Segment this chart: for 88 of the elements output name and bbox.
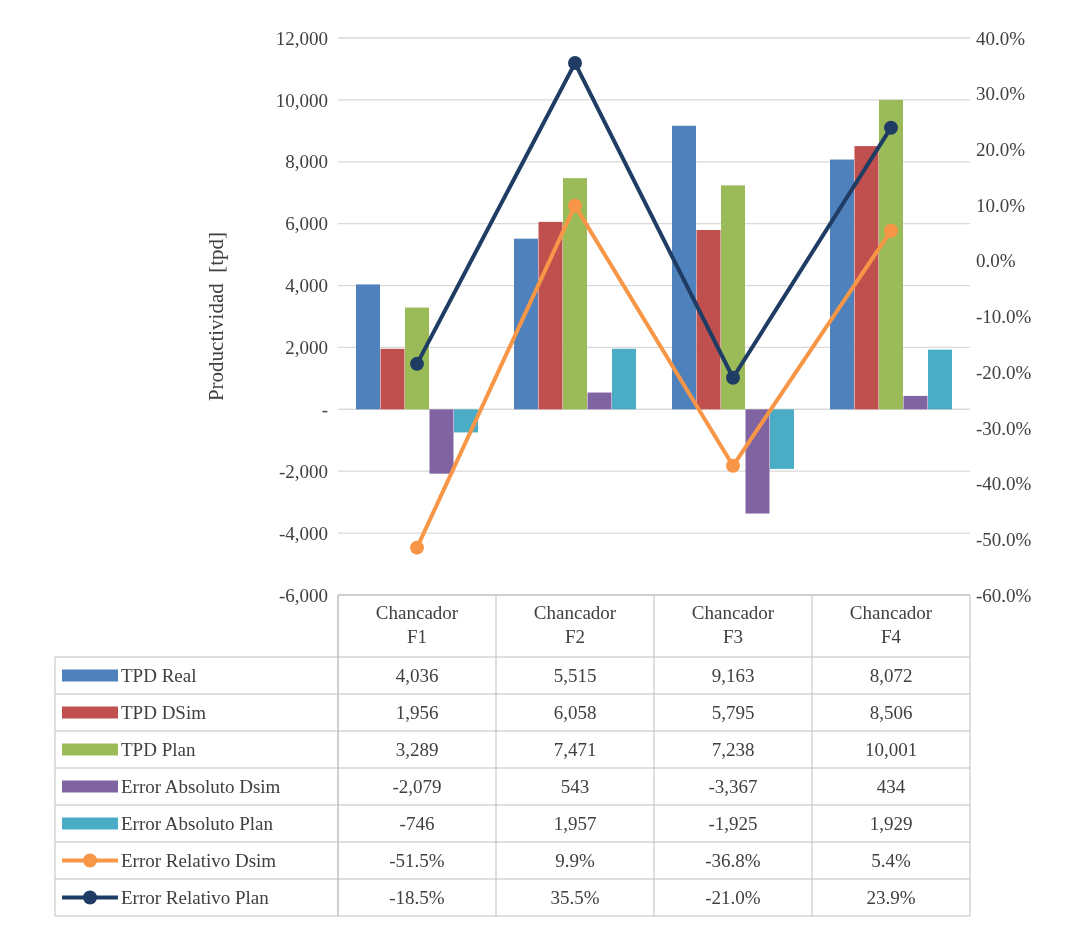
bar [405, 307, 429, 410]
data-label: 10,001 [864, 739, 918, 761]
y-tick-label: -4,000 [278, 522, 328, 544]
y-axis-title: Productividad [tpd] [204, 231, 228, 402]
x-tick-label: Chancador F4 [849, 602, 933, 647]
y-tick-label: -6,000 [278, 584, 328, 606]
bar [854, 146, 879, 410]
point [410, 356, 424, 371]
y-tick-label: 2,000 [285, 337, 328, 359]
y-tick-label: -2,000 [278, 460, 328, 482]
y2-tick-label: 40.0% [976, 27, 1026, 49]
y2-tick-label: -60.0% [976, 584, 1032, 606]
data-label: 434 [876, 776, 906, 798]
data-label: -18.5% [389, 887, 445, 909]
point [884, 223, 898, 238]
bar [830, 159, 855, 410]
bar [538, 221, 563, 410]
legend-label: TPD Plan [121, 739, 196, 761]
bar [672, 125, 697, 410]
data-label: -36.8% [705, 850, 761, 872]
data-label: -1,925 [708, 813, 758, 835]
data-label: 23.9% [866, 887, 916, 909]
y2-tick-label: -50.0% [976, 528, 1032, 550]
point [726, 458, 740, 473]
y-tick-label: - [321, 398, 328, 420]
y2-tick-label: -30.0% [976, 417, 1032, 439]
data-label: 6,058 [553, 702, 597, 724]
legend-label: Error Relativo Dsim [121, 850, 277, 872]
bar [429, 409, 454, 474]
legend-label: Error Absoluto Dsim [121, 776, 281, 798]
y2-tick-label: -40.0% [976, 473, 1032, 495]
bar [611, 348, 636, 410]
data-label: 8,506 [869, 702, 913, 724]
y-tick-label: 10,000 [275, 89, 328, 111]
bar [769, 409, 794, 469]
y2-tick-label: -10.0% [976, 306, 1032, 328]
data-label: 1,957 [553, 813, 597, 835]
data-label: -2,079 [392, 776, 442, 798]
x-tick-label: Chancador F3 [691, 602, 775, 647]
data-label: 1,956 [395, 702, 439, 724]
bar [563, 178, 587, 410]
point [568, 198, 582, 213]
point [568, 56, 582, 71]
bar [696, 230, 721, 410]
bar [903, 395, 928, 410]
bar [587, 392, 612, 410]
data-label: 5,515 [553, 665, 597, 687]
data-label: 35.5% [550, 887, 600, 909]
legend-label: Error Relativo Plan [121, 887, 270, 909]
data-label: -21.0% [705, 887, 761, 909]
data-label: 1,929 [869, 813, 913, 835]
point [410, 540, 424, 555]
bar [380, 348, 405, 410]
y-tick-label: 12,000 [275, 27, 328, 49]
legend-label: TPD DSim [121, 702, 207, 724]
bar [356, 284, 381, 410]
data-label: 7,471 [553, 739, 597, 761]
data-label: 3,289 [395, 739, 439, 761]
y2-tick-label: 30.0% [976, 83, 1026, 105]
data-label: 9,163 [711, 665, 755, 687]
data-label: -51.5% [389, 850, 445, 872]
data-label: -746 [399, 813, 435, 835]
data-label: 5.4% [871, 850, 911, 872]
y-tick-label: 8,000 [285, 151, 328, 173]
point [884, 120, 898, 135]
bar [721, 185, 745, 410]
data-label: 8,072 [869, 665, 913, 687]
data-label: 4,036 [395, 665, 439, 687]
bar [879, 99, 903, 410]
x-tick-label: Chancador F2 [533, 602, 617, 647]
data-label: 5,795 [711, 702, 755, 724]
legend-label: TPD Real [121, 665, 197, 687]
y-tick-label: 4,000 [285, 275, 328, 297]
y-tick-label: 6,000 [285, 213, 328, 235]
x-tick-label: Chancador F1 [375, 602, 459, 647]
bar [514, 238, 539, 410]
y2-tick-label: 10.0% [976, 194, 1026, 216]
y2-tick-label: 20.0% [976, 139, 1026, 161]
legend-label: Error Absoluto Plan [121, 813, 274, 835]
data-label: 543 [560, 776, 590, 798]
bar [927, 349, 952, 410]
data-label: 7,238 [711, 739, 755, 761]
y2-tick-label: -20.0% [976, 361, 1032, 383]
data-label: 9.9% [555, 850, 595, 872]
y2-tick-label: 0.0% [976, 250, 1016, 272]
data-label: -3,367 [708, 776, 758, 798]
bar [745, 409, 770, 514]
point [726, 370, 740, 385]
